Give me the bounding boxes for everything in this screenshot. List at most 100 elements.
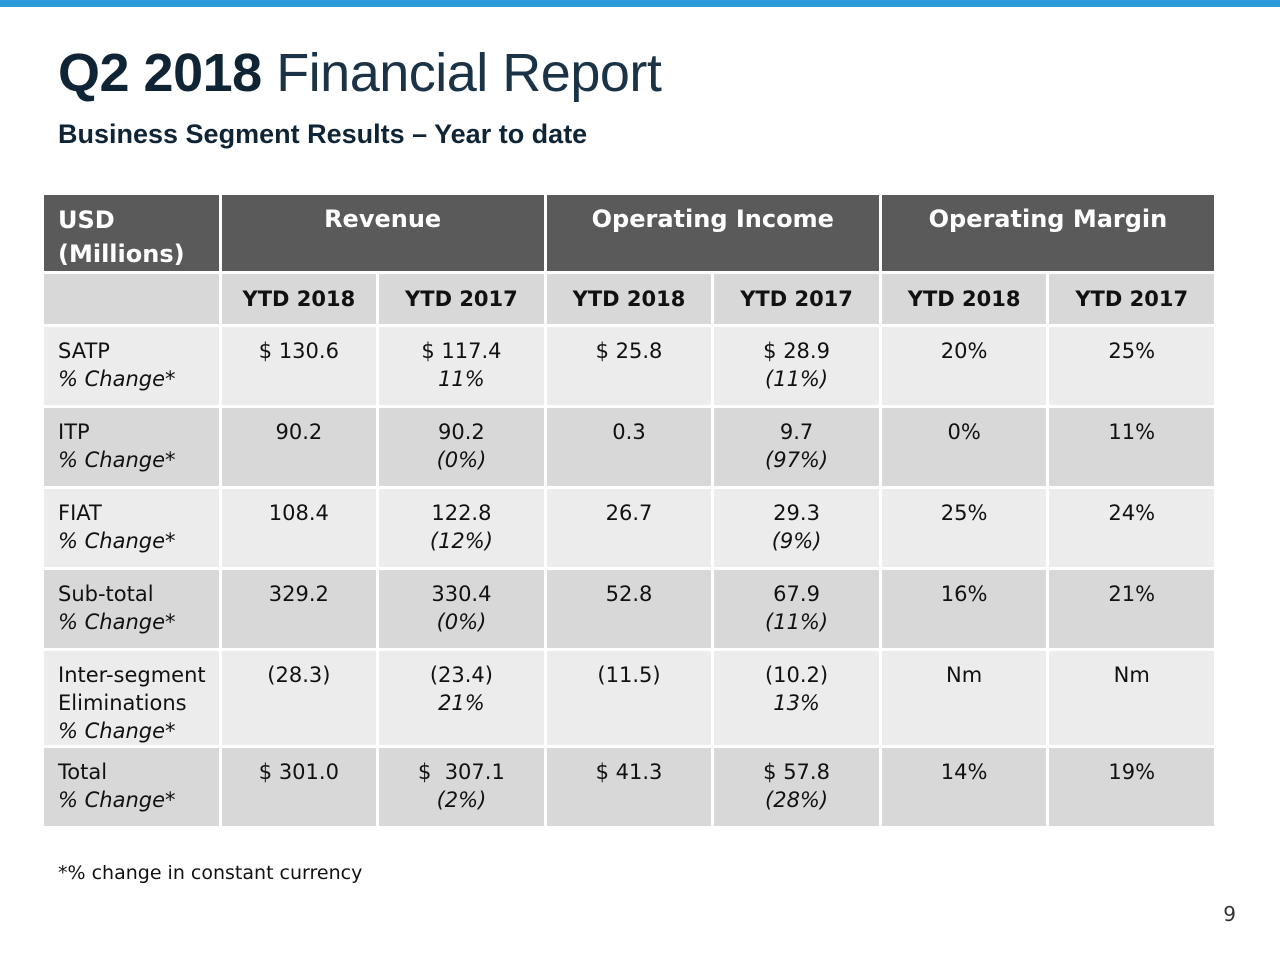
corner-label-text: USD (Millions) (58, 206, 185, 268)
cell-change: (9%) (771, 529, 822, 553)
cell-value: 122.8 (431, 501, 492, 525)
data-cell: 52.8 (546, 570, 712, 648)
subheader-cell: YTD 2018 (221, 274, 377, 324)
row-label-cell: Sub-total % Change* (44, 570, 219, 648)
cell-value: 52.8 (605, 582, 653, 606)
row-label: Inter-segment (58, 663, 206, 687)
table-row-inter-segment: Inter-segment Eliminations % Change* (28… (44, 651, 1214, 745)
page-title: Q2 2018 Financial Report (58, 40, 662, 106)
data-cell: 16% (881, 570, 1047, 648)
row-label: FIAT (58, 501, 102, 525)
cell-value: 25% (1108, 339, 1156, 363)
data-cell: 67.9 (11%) (714, 570, 879, 648)
row-change-label: % Change* (58, 529, 176, 553)
cell-value: 25% (940, 501, 988, 525)
cell-value: $ 307.1 (417, 760, 505, 784)
data-cell: 26.7 (546, 489, 712, 567)
cell-change: (97%) (765, 448, 829, 472)
cell-change: (11%) (765, 367, 829, 391)
top-accent-bar (0, 0, 1280, 7)
subheader-cell: YTD 2017 (1049, 274, 1214, 324)
data-cell: 21% (1049, 570, 1214, 648)
cell-value: $ 41.3 (595, 760, 663, 784)
table-row-itp: ITP % Change* 90.2 90.2 (0%) 0.3 9.7 (97%)… (44, 408, 1214, 486)
cell-value: $ 117.4 (421, 339, 502, 363)
cell-change: (0%) (436, 610, 487, 634)
cell-value: $ 130.6 (258, 339, 339, 363)
data-cell: 329.2 (221, 570, 377, 648)
data-cell: 24% (1049, 489, 1214, 567)
data-cell: $ 130.6 (221, 327, 377, 405)
cell-value: $ 57.8 (763, 760, 830, 784)
data-cell: 14% (881, 748, 1047, 826)
table-row-satp: SATP % Change* $ 130.6 $ 117.4 11% $ 25.8… (44, 327, 1214, 405)
cell-change: (2%) (436, 788, 487, 812)
row-label: SATP (58, 339, 110, 363)
row-change-label: % Change* (58, 610, 176, 634)
footnote: *% change in constant currency (58, 862, 363, 884)
subheader-cell: YTD 2017 (714, 274, 879, 324)
cell-value: $ 301.0 (258, 760, 339, 784)
data-cell: (23.4) 21% (379, 651, 544, 745)
data-cell: 122.8 (12%) (379, 489, 544, 567)
cell-value: Nm (1113, 663, 1150, 687)
row-label: Total (58, 760, 108, 784)
corner-label: USD (Millions) (44, 195, 219, 271)
data-cell: 25% (1049, 327, 1214, 405)
cell-value: Nm (946, 663, 983, 687)
cell-value: 20% (940, 339, 988, 363)
cell-value: 108.4 (268, 501, 329, 525)
subheader-cell: YTD 2018 (881, 274, 1047, 324)
data-cell: 19% (1049, 748, 1214, 826)
data-cell: 0% (881, 408, 1047, 486)
data-cell: $ 307.1 (2%) (379, 748, 544, 826)
cell-value: 330.4 (431, 582, 492, 606)
cell-value: 90.2 (438, 420, 485, 444)
title-bold: Q2 2018 (58, 43, 262, 103)
cell-value: $ 25.8 (595, 339, 663, 363)
row-label: ITP (58, 420, 90, 444)
data-cell: Nm (1049, 651, 1214, 745)
data-cell: (10.2) 13% (714, 651, 879, 745)
data-cell: $ 301.0 (221, 748, 377, 826)
cell-value: 9.7 (779, 420, 814, 444)
data-cell: 108.4 (221, 489, 377, 567)
cell-value: 26.7 (605, 501, 653, 525)
row-change-label: % Change* (58, 788, 176, 812)
data-cell: Nm (881, 651, 1047, 745)
cell-value: 90.2 (275, 420, 323, 444)
cell-change: (12%) (429, 529, 493, 553)
row-label-cell: FIAT % Change* (44, 489, 219, 567)
data-cell: 90.2 (221, 408, 377, 486)
row-label-cell: Total % Change* (44, 748, 219, 826)
cell-change: 13% (773, 691, 820, 715)
data-cell: $ 41.3 (546, 748, 712, 826)
row-change-label: % Change* (58, 719, 176, 743)
cell-value: 16% (940, 582, 988, 606)
cell-value: (10.2) (764, 663, 829, 687)
row-label-line2: Eliminations (58, 691, 187, 715)
cell-value: (11.5) (597, 663, 661, 687)
table-row-fiat: FIAT % Change* 108.4 122.8 (12%) 26.7 29.… (44, 489, 1214, 567)
cell-change: (11%) (765, 610, 829, 634)
data-cell: 0.3 (546, 408, 712, 486)
data-cell: 29.3 (9%) (714, 489, 879, 567)
subheader-empty (44, 274, 219, 324)
subheader-cell: YTD 2017 (379, 274, 544, 324)
cell-value: 0.3 (612, 420, 646, 444)
cell-value: (23.4) (429, 663, 493, 687)
cell-value: $ 28.9 (763, 339, 830, 363)
cell-value: 24% (1108, 501, 1156, 525)
cell-change: 11% (438, 367, 485, 391)
data-cell: $ 25.8 (546, 327, 712, 405)
row-label: Sub-total (58, 582, 154, 606)
data-cell: (11.5) (546, 651, 712, 745)
group-header-operating-margin: Operating Margin (881, 195, 1214, 271)
subheader-row: YTD 2018 YTD 2017 YTD 2018 YTD 2017 YTD … (44, 274, 1214, 324)
row-label-cell: SATP % Change* (44, 327, 219, 405)
group-header-revenue: Revenue (221, 195, 544, 271)
data-cell: 90.2 (0%) (379, 408, 544, 486)
cell-value: 29.3 (773, 501, 820, 525)
cell-value: 14% (940, 760, 988, 784)
table-row-subtotal: Sub-total % Change* 329.2 330.4 (0%) 52.8… (44, 570, 1214, 648)
